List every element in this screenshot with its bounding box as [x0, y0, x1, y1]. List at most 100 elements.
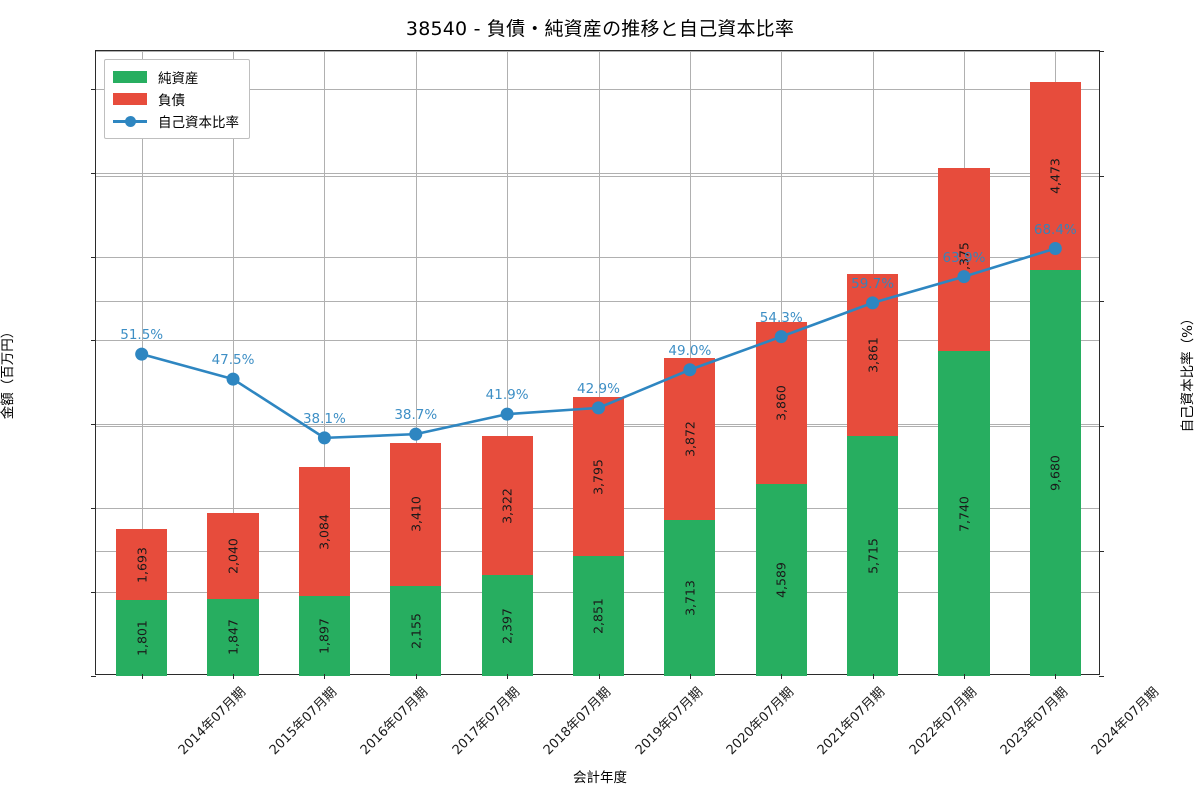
- bar-segment-liability[interactable]: 3,872: [664, 357, 716, 521]
- bar-value-label: 7,740: [956, 495, 972, 532]
- ratio-value-label: 42.9%: [577, 380, 620, 397]
- y-axis-left-tickmark: [91, 172, 96, 174]
- x-axis-tickmark: [963, 674, 965, 679]
- gridline-horizontal: [96, 172, 1099, 174]
- x-axis-tickmark: [507, 674, 509, 679]
- legend-item[interactable]: 純資産: [113, 66, 239, 88]
- x-axis-tickmark: [781, 674, 783, 679]
- legend-color-swatch-icon: [113, 71, 147, 83]
- y-axis-right-title: 自己資本比率（%）: [1180, 311, 1196, 433]
- x-axis-tickmark: [324, 674, 326, 679]
- x-axis-tick-label: 2022年07月期: [906, 684, 980, 759]
- bar-segment-equity[interactable]: 1,897: [298, 596, 350, 676]
- legend-item[interactable]: 自己資本比率: [113, 110, 239, 132]
- bar-segment-equity[interactable]: 3,713: [664, 520, 716, 676]
- y-axis-right-tickmark: [1099, 176, 1104, 177]
- ratio-value-label: 59.7%: [851, 275, 895, 292]
- x-axis-tick-label: 2021年07月期: [815, 684, 889, 759]
- y-axis-left-tickmark: [91, 256, 96, 258]
- y-axis-right-tickmark: [1099, 51, 1104, 52]
- y-axis-right-tickmark: [1099, 551, 1104, 552]
- gridline-horizontal: [96, 176, 1099, 177]
- bar-value-label: 9,680: [1047, 455, 1063, 491]
- bar-segment-equity[interactable]: 1,847: [207, 598, 259, 676]
- ratio-value-label: 49.0%: [668, 342, 712, 359]
- x-axis-tickmark: [872, 674, 874, 679]
- ratio-value-label: 47.5%: [211, 352, 255, 369]
- x-axis-tick-label: 2016年07月期: [358, 684, 432, 759]
- bar-value-label: 2,040: [225, 537, 241, 574]
- y-axis-right-tickmark: [1099, 426, 1104, 427]
- x-axis-title: 会計年度: [573, 770, 627, 786]
- bar-value-label: 3,410: [408, 496, 424, 532]
- bar-value-label: 1,847: [225, 619, 241, 656]
- bar-value-label: 4,473: [1047, 158, 1063, 195]
- y-axis-left-title: 金額（百万円）: [0, 324, 16, 420]
- bar-value-label: 2,851: [590, 598, 606, 635]
- bar-segment-equity[interactable]: 2,851: [572, 556, 625, 676]
- bar-value-label: 4,589: [773, 561, 789, 598]
- y-axis-left-tickmark: [91, 88, 96, 90]
- gridline-horizontal: [96, 88, 1099, 90]
- bar-value-label: 3,860: [773, 384, 789, 421]
- bar-segment-liability[interactable]: 3,084: [298, 467, 350, 597]
- y-axis-right-tickmark: [1099, 301, 1104, 302]
- ratio-value-label: 68.4%: [1033, 221, 1077, 238]
- gridline-horizontal: [96, 51, 1099, 52]
- x-axis-tick-label: 2015年07月期: [266, 684, 341, 759]
- x-axis-tick-label: 2014年07月期: [175, 684, 249, 759]
- bar-segment-equity[interactable]: 2,397: [481, 575, 533, 676]
- bar-segment-liability[interactable]: 3,410: [390, 442, 442, 586]
- x-axis-tickmark: [141, 674, 143, 679]
- ratio-value-label: 63.9%: [942, 249, 986, 266]
- bar-segment-equity[interactable]: 5,715: [847, 436, 899, 676]
- bar-value-label: 3,322: [499, 487, 515, 524]
- bar-segment-equity[interactable]: 9,680: [1029, 269, 1081, 676]
- bar-value-label: 2,397: [499, 607, 515, 644]
- x-axis-tick-label: 2017年07月期: [449, 684, 523, 759]
- x-axis-tickmark: [1055, 674, 1057, 679]
- x-axis-tickmark: [233, 674, 235, 679]
- bar-value-label: 1,801: [134, 620, 150, 657]
- legend-item[interactable]: 負債: [113, 88, 239, 110]
- bar-segment-liability[interactable]: 1,693: [116, 529, 168, 601]
- bar-value-label: 1,897: [316, 618, 332, 655]
- x-axis-tick-label: 2018年07月期: [540, 684, 615, 759]
- ratio-value-label: 38.7%: [394, 407, 438, 424]
- bar-segment-liability[interactable]: 3,322: [481, 436, 533, 576]
- bar-value-label: 3,795: [590, 458, 606, 495]
- bar-segment-equity[interactable]: 1,801: [116, 600, 168, 676]
- legend-item-label: 純資産: [158, 71, 199, 87]
- bar-segment-liability[interactable]: 3,861: [847, 274, 899, 437]
- x-axis-tickmark: [689, 674, 691, 679]
- x-axis-tick-label: 2024年07月期: [1089, 684, 1163, 759]
- y-axis-left-tickmark: [91, 340, 96, 342]
- ratio-value-label: 51.5%: [120, 327, 164, 344]
- x-axis-tickmark: [415, 674, 417, 679]
- y-axis-left-tickmark: [91, 676, 96, 677]
- ratio-value-label: 54.3%: [759, 309, 803, 326]
- x-axis-tick-label: 2023年07月期: [997, 684, 1072, 759]
- y-axis-left-tickmark: [91, 508, 96, 510]
- legend-item-label: 自己資本比率: [158, 115, 239, 131]
- bar-value-label: 3,713: [682, 580, 698, 617]
- bar-segment-equity[interactable]: 4,589: [755, 483, 807, 676]
- bar-segment-liability[interactable]: 3,795: [572, 397, 625, 557]
- bar-value-label: 1,693: [134, 547, 150, 583]
- x-axis-tick-label: 2020年07月期: [723, 684, 797, 759]
- bar-value-label: 3,861: [865, 337, 881, 374]
- bar-segment-equity[interactable]: 2,155: [390, 585, 442, 676]
- legend: 純資産 負債自己資本比率: [104, 59, 250, 139]
- bar-segment-liability[interactable]: 3,860: [755, 321, 807, 484]
- x-axis-tickmark: [598, 674, 600, 679]
- bar-segment-equity[interactable]: 7,740: [938, 351, 990, 676]
- bar-segment-liability[interactable]: 4,473: [1029, 82, 1081, 270]
- bar-value-label: 2,155: [408, 612, 424, 649]
- legend-color-swatch-icon: [113, 93, 147, 105]
- bar-value-label: 3,084: [316, 513, 332, 550]
- y-axis-right-tickmark: [1099, 676, 1104, 677]
- y-axis-left-tickmark: [91, 424, 96, 426]
- bar-segment-liability[interactable]: 2,040: [207, 512, 259, 599]
- plot-area: 1,801 1,693 1,847 2,040 1,897 3,084 2,155 3,410…: [91, 50, 1104, 679]
